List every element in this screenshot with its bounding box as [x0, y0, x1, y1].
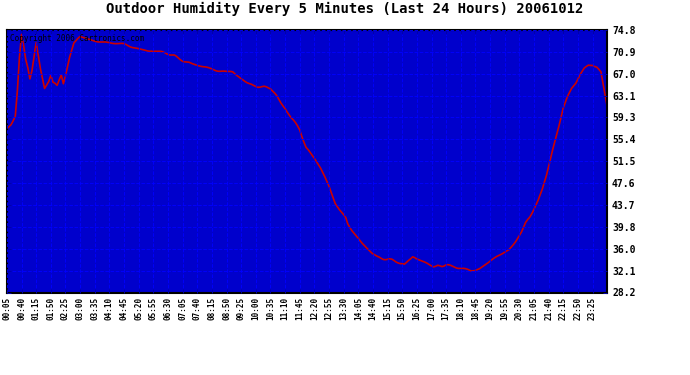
Text: Copyright 2006 Cartronics.com: Copyright 2006 Cartronics.com	[10, 34, 144, 43]
Text: Outdoor Humidity Every 5 Minutes (Last 24 Hours) 20061012: Outdoor Humidity Every 5 Minutes (Last 2…	[106, 2, 584, 16]
